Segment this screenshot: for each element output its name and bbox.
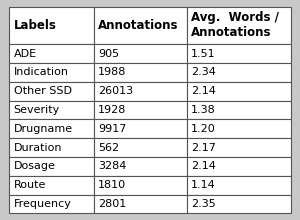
Bar <box>94 7 187 44</box>
Text: Frequency: Frequency <box>14 199 71 209</box>
Bar <box>187 195 291 213</box>
Text: 1928: 1928 <box>98 105 127 115</box>
Text: 1.14: 1.14 <box>191 180 216 190</box>
Bar <box>94 176 187 195</box>
Bar <box>9 44 94 63</box>
Bar <box>94 119 187 138</box>
Text: 2.35: 2.35 <box>191 199 216 209</box>
Text: Route: Route <box>14 180 46 190</box>
Text: Annotations: Annotations <box>98 19 178 32</box>
Bar <box>9 138 94 157</box>
Bar <box>9 63 94 82</box>
Bar <box>9 101 94 119</box>
Text: 2.34: 2.34 <box>191 67 216 77</box>
Bar <box>187 119 291 138</box>
Bar <box>187 7 291 44</box>
Bar <box>187 82 291 101</box>
Bar <box>9 82 94 101</box>
Text: 1810: 1810 <box>98 180 126 190</box>
Text: 26013: 26013 <box>98 86 133 96</box>
Text: 1.51: 1.51 <box>191 49 216 59</box>
Bar <box>94 44 187 63</box>
Text: Indication: Indication <box>14 67 68 77</box>
Text: 2801: 2801 <box>98 199 126 209</box>
Text: Severity: Severity <box>14 105 60 115</box>
Text: Dosage: Dosage <box>14 161 56 171</box>
Bar <box>94 63 187 82</box>
Bar <box>187 44 291 63</box>
Bar <box>187 176 291 195</box>
Bar <box>187 63 291 82</box>
Text: Labels: Labels <box>14 19 56 32</box>
Text: 9917: 9917 <box>98 124 127 134</box>
Text: ADE: ADE <box>14 49 37 59</box>
Bar <box>94 138 187 157</box>
Bar <box>9 176 94 195</box>
Bar <box>94 195 187 213</box>
Text: 2.14: 2.14 <box>191 86 216 96</box>
Bar <box>187 138 291 157</box>
Text: 562: 562 <box>98 143 119 153</box>
Bar <box>9 195 94 213</box>
Text: Avg.  Words /
Annotations: Avg. Words / Annotations <box>191 11 279 39</box>
Bar <box>94 82 187 101</box>
Text: 2.14: 2.14 <box>191 161 216 171</box>
Text: 905: 905 <box>98 49 119 59</box>
Text: 1.20: 1.20 <box>191 124 216 134</box>
Bar <box>9 7 94 44</box>
Bar <box>9 157 94 176</box>
Bar <box>94 101 187 119</box>
Bar <box>94 157 187 176</box>
Text: Duration: Duration <box>14 143 62 153</box>
Text: 1.38: 1.38 <box>191 105 216 115</box>
Text: Drugname: Drugname <box>14 124 73 134</box>
Text: 2.17: 2.17 <box>191 143 216 153</box>
Text: 3284: 3284 <box>98 161 127 171</box>
Text: 1988: 1988 <box>98 67 127 77</box>
Bar <box>187 101 291 119</box>
Bar <box>9 119 94 138</box>
Bar <box>187 157 291 176</box>
Text: Other SSD: Other SSD <box>14 86 71 96</box>
